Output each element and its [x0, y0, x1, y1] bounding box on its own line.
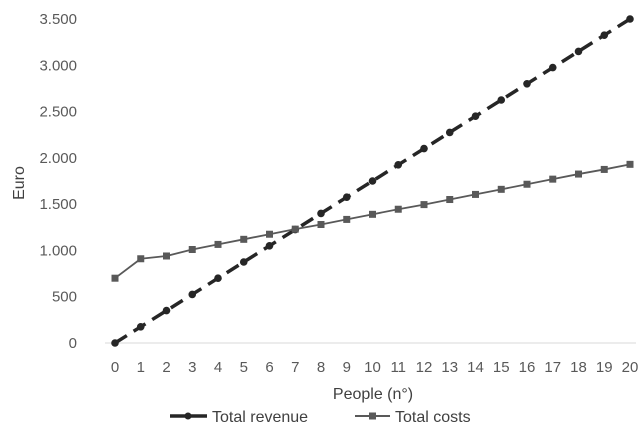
costs-point [523, 180, 531, 188]
costs-point [240, 235, 248, 243]
revenue-point [626, 15, 634, 23]
revenue-point [317, 209, 325, 218]
x-tick-label: 3 [188, 359, 196, 376]
revenue-point [342, 193, 351, 201]
revenue-point [523, 80, 531, 88]
costs-point [420, 201, 428, 209]
legend-costs-label: Total costs [395, 409, 471, 425]
y-tick-label: 500 [52, 289, 77, 306]
costs-point [291, 225, 299, 233]
x-tick-label: 14 [467, 359, 484, 376]
costs-point [214, 240, 222, 248]
costs-point [343, 215, 351, 223]
revenue-point [445, 128, 454, 137]
x-tick-label: 10 [364, 359, 381, 376]
legend: Total revenue Total costs [170, 409, 471, 425]
x-tick-label: 5 [240, 359, 248, 376]
x-tick-label: 12 [416, 359, 433, 376]
revenue-point [471, 112, 480, 120]
revenue-point [548, 63, 557, 72]
costs-point [394, 205, 402, 213]
costs-point [600, 165, 608, 173]
costs-point [266, 230, 273, 238]
revenue-point [497, 96, 506, 104]
revenue-point [214, 274, 222, 283]
x-tick-label: 1 [137, 359, 145, 376]
x-tick-label: 9 [343, 359, 351, 376]
revenue-point [136, 323, 145, 331]
revenue-point [111, 339, 119, 347]
revenue-point [420, 144, 428, 153]
y-tick-label: 2.000 [39, 150, 77, 167]
x-tick-label: 6 [265, 359, 273, 376]
y-tick-label: 3.500 [39, 11, 77, 28]
legend-item-total-revenue: Total revenue [170, 409, 308, 425]
costs-point [549, 175, 557, 183]
x-tick-label: 2 [162, 359, 170, 376]
revenue-point [239, 258, 248, 266]
costs-point [626, 160, 634, 168]
series-layer [111, 15, 634, 347]
y-axis-ticks: 0 500 1.000 1.500 2.000 2.500 3.000 3.500 [39, 11, 77, 352]
x-tick-label: 11 [390, 359, 406, 376]
revenue-point [600, 31, 609, 39]
x-tick-label: 16 [519, 359, 536, 376]
costs-point [446, 196, 454, 204]
costs-point [472, 190, 479, 198]
revenue-point [394, 161, 403, 169]
x-tick-label: 4 [214, 359, 222, 376]
y-tick-label: 1.500 [39, 196, 77, 213]
costs-point [111, 274, 119, 282]
costs-point [317, 221, 325, 229]
legend-item-total-costs: Total costs [355, 409, 471, 425]
x-tick-label: 0 [111, 359, 119, 376]
y-tick-label: 0 [69, 335, 77, 352]
y-axis-title: Euro [11, 166, 28, 200]
legend-revenue-label: Total revenue [212, 409, 308, 425]
x-tick-label: 8 [317, 359, 325, 376]
costs-point [163, 252, 170, 260]
y-tick-label: 1.000 [39, 242, 77, 259]
revenue-point [574, 47, 583, 56]
costs-point [137, 255, 145, 263]
costs-point [369, 210, 376, 218]
x-tick-label: 20 [622, 359, 639, 376]
x-tick-label: 18 [570, 359, 587, 376]
x-tick-label: 15 [493, 359, 510, 376]
x-axis-ticks: 0 1 2 3 4 5 6 7 8 9 10 11 12 13 14 15 16 17 18 19 20 [111, 359, 639, 376]
revenue-line [114, 17, 631, 345]
costs-point [188, 246, 196, 254]
x-tick-label: 7 [291, 359, 299, 376]
revenue-point [162, 306, 171, 315]
costs-point [497, 185, 505, 193]
x-tick-label: 13 [441, 359, 458, 376]
revenue-point [368, 177, 377, 185]
y-tick-label: 2.500 [39, 104, 77, 121]
legend-costs-marker [369, 412, 376, 420]
x-tick-label: 17 [544, 359, 561, 376]
revenue-point [188, 290, 197, 299]
costs-point [575, 170, 582, 178]
x-tick-label: 19 [596, 359, 613, 376]
legend-revenue-marker [184, 412, 192, 420]
revenue-point [265, 242, 274, 250]
y-tick-label: 3.000 [39, 57, 77, 74]
x-axis-title: People (n°) [333, 386, 413, 403]
